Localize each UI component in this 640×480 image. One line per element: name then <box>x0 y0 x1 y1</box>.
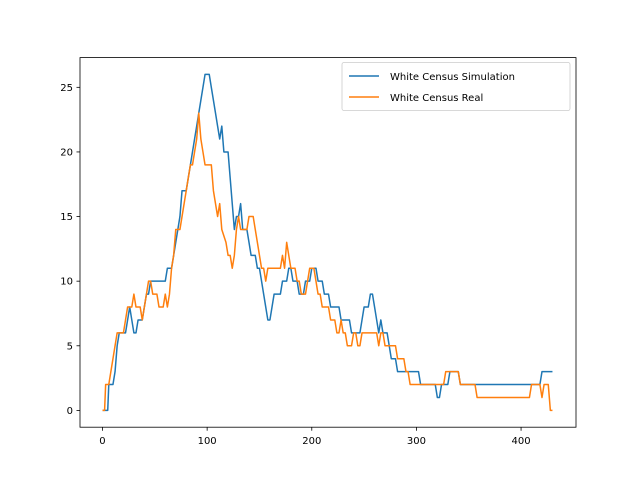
legend-label-real: White Census Real <box>390 93 483 104</box>
series-layer <box>102 73 553 412</box>
x-tick-label: 400 <box>512 436 531 447</box>
legend: White Census Simulation White Census Rea… <box>341 62 571 111</box>
y-tick-label: 15 <box>60 212 73 223</box>
x-tick-label: 200 <box>302 436 321 447</box>
y-tick-label: 20 <box>60 147 73 158</box>
x-tick-label: 0 <box>99 436 105 447</box>
y-tick-label: 0 <box>67 406 73 417</box>
x-tick-label: 100 <box>198 436 217 447</box>
axes-frame <box>79 57 577 428</box>
y-tick-label: 25 <box>60 83 73 94</box>
legend-label-simulation: White Census Simulation <box>390 72 515 83</box>
y-axis-ticks: 0 5 10 15 20 25 <box>60 83 80 417</box>
x-tick-label: 300 <box>407 436 426 447</box>
y-tick-label: 5 <box>67 341 73 352</box>
series-line-1 <box>102 112 553 412</box>
legend-box <box>341 62 571 111</box>
x-axis-ticks: 0 100 200 300 400 <box>99 427 531 447</box>
series-line-0 <box>102 73 553 412</box>
y-tick-label: 10 <box>60 277 73 288</box>
